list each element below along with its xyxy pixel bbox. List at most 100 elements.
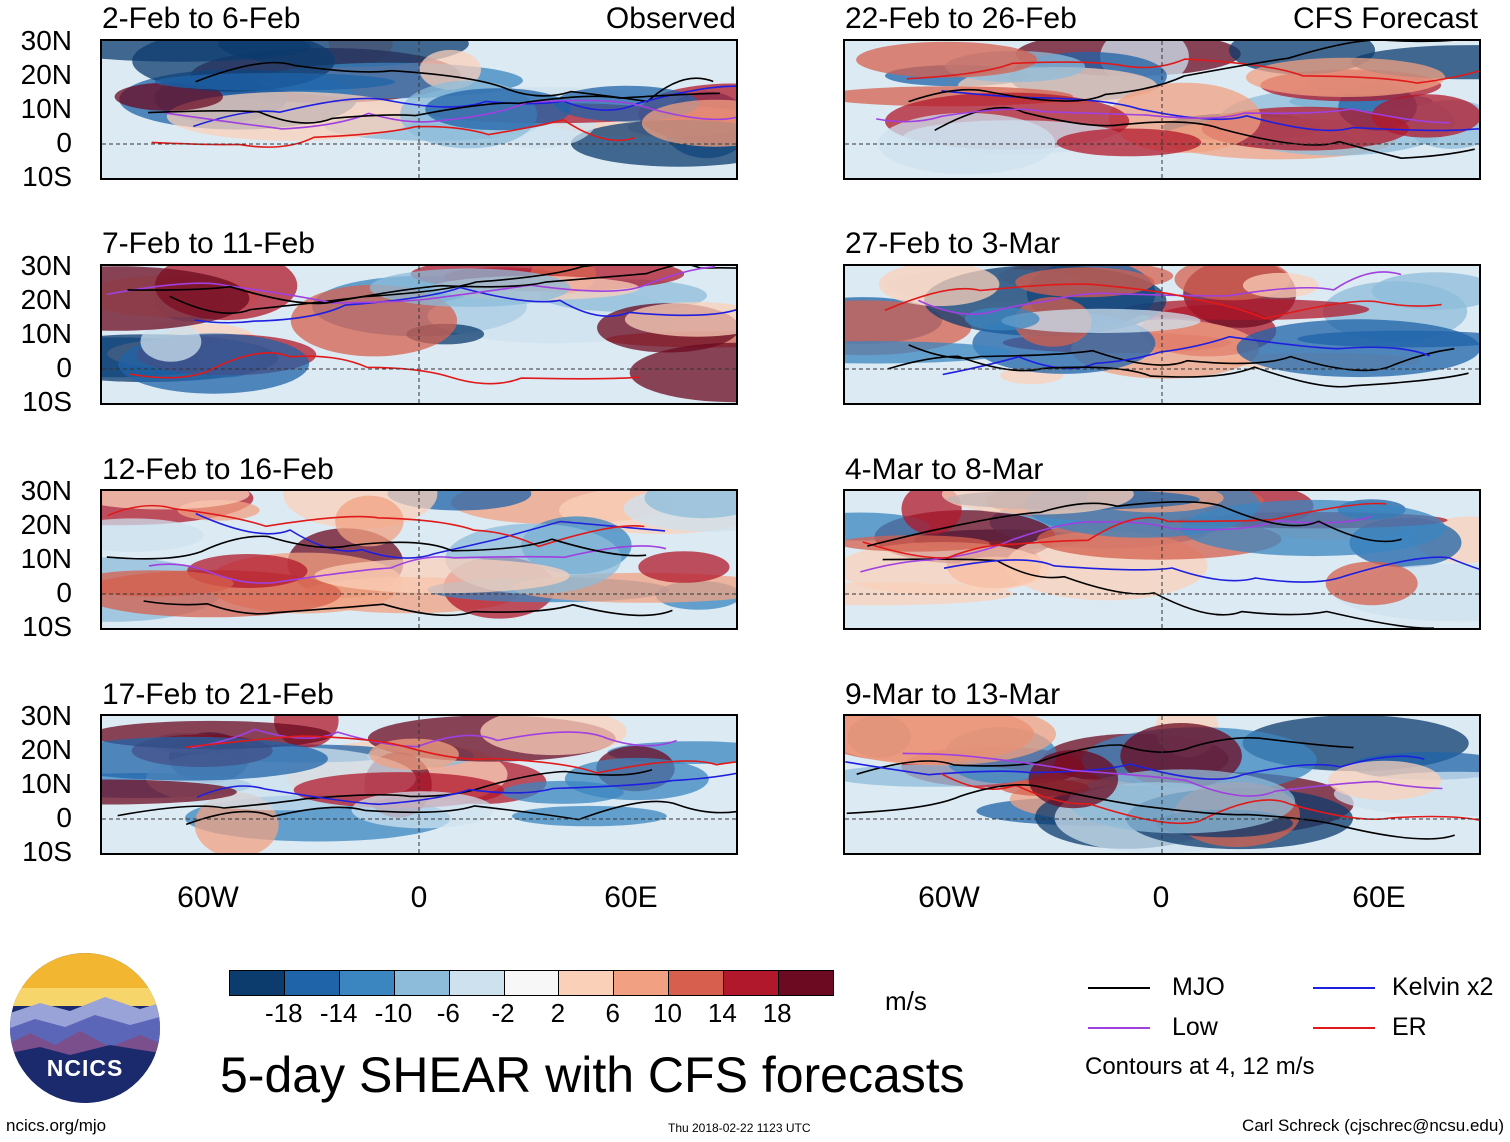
contour-line <box>943 556 1479 583</box>
forecast-header: CFS Forecast <box>1292 2 1478 35</box>
contour-line <box>845 755 1425 781</box>
legend-label-mjo: MJO <box>1172 973 1225 1001</box>
colorbar-swatch <box>448 971 504 995</box>
shear-anomaly-blob <box>102 570 234 597</box>
contour-line <box>143 600 673 617</box>
colorbar-swatch <box>613 971 669 995</box>
panel-title-obs-4: 17-Feb to 21-Feb <box>102 678 334 711</box>
colorbar-swatch <box>778 971 833 995</box>
lon-label-0-right: 0 <box>1152 881 1170 914</box>
colorbar-swatch <box>668 971 724 995</box>
lat-label: 0 <box>56 352 72 383</box>
legend-line-er <box>1313 1027 1375 1029</box>
colorbar <box>229 970 834 996</box>
shear-anomaly-blob <box>1015 267 1155 298</box>
contour-line <box>908 41 1454 103</box>
lat-label: 10N <box>20 318 72 349</box>
contour-line <box>934 106 1475 160</box>
contour-line <box>164 99 736 130</box>
lat-label: 30N <box>20 700 72 731</box>
shear-anomaly-blob <box>641 99 736 147</box>
contour-line <box>940 772 1479 825</box>
contour-line <box>106 266 716 304</box>
shear-anomaly-blob <box>154 73 395 91</box>
colorbar-swatch <box>723 971 779 995</box>
contour-line <box>942 335 1431 376</box>
shear-field <box>102 491 736 628</box>
shear-anomaly-blob <box>941 491 1134 515</box>
shear-anomaly-blob <box>564 757 709 801</box>
shear-anomaly-blob <box>314 558 570 594</box>
shear-anomaly-blob <box>102 518 204 552</box>
shear-anomaly-blob <box>1068 769 1296 834</box>
shear-anomaly-blob <box>845 716 1056 766</box>
shear-anomaly-blob <box>480 716 627 756</box>
lat-label: 10S <box>22 611 72 642</box>
shear-anomaly-blob <box>1028 750 1119 809</box>
shear-anomaly-blob <box>1328 760 1441 801</box>
lon-label-60e-right: 60E <box>1352 881 1406 914</box>
shear-field <box>102 41 736 178</box>
lat-label: 10S <box>22 161 72 192</box>
contour-line <box>862 502 1387 559</box>
colorbar-tick-label: -14 <box>319 998 358 1028</box>
shear-anomaly-blob <box>419 49 481 90</box>
contour-line <box>107 504 645 548</box>
observed-header: Observed <box>605 2 736 35</box>
contour-line <box>194 286 736 324</box>
footer-right: Carl Schreck (cjschrec@ncsu.edu) <box>1242 1116 1504 1135</box>
contour-line <box>129 352 640 385</box>
lon-label-60w-left: 60W <box>177 881 239 914</box>
contour-line <box>117 769 653 817</box>
legend-label-kelvin: Kelvin x2 <box>1392 973 1494 1001</box>
colorbar-tick-label: 6 <box>605 998 620 1028</box>
colorbar-swatch <box>283 971 339 995</box>
shear-anomaly-blob <box>878 266 1000 306</box>
contour-line <box>902 752 1443 797</box>
contour-line <box>887 355 1469 388</box>
legend-line-kelvin <box>1313 987 1375 989</box>
map-panel-fc-2 <box>843 264 1481 405</box>
map-panel-obs-3 <box>100 489 738 630</box>
contour-line <box>195 512 666 559</box>
shear-field <box>845 491 1479 628</box>
map-panel-fc-1 <box>843 39 1481 180</box>
colorbar-tick-label: -10 <box>374 998 413 1028</box>
shear-anomaly-blob <box>901 491 962 535</box>
map-panel-obs-4 <box>100 714 738 855</box>
contour-line <box>876 108 1451 124</box>
lat-label: 30N <box>20 25 72 56</box>
shear-field <box>845 716 1479 853</box>
contour-line <box>185 735 736 774</box>
main-title: 5-day SHEAR with CFS forecasts <box>220 1047 965 1103</box>
shear-anomaly-blob <box>624 302 736 337</box>
footer-left: ncics.org/mjo <box>6 1116 107 1135</box>
footer-center: Thu 2018-02-22 1123 UTC <box>668 1121 811 1135</box>
shear-anomaly-blob <box>856 41 1038 78</box>
contour-line <box>148 92 720 124</box>
contour-line <box>941 90 1479 132</box>
colorbar-tick-label: -18 <box>265 998 303 1028</box>
lat-label: 0 <box>56 127 72 158</box>
shear-field <box>102 716 736 853</box>
logo-text: NCICS <box>46 1055 124 1081</box>
panel-title-obs-3: 12-Feb to 16-Feb <box>102 453 334 486</box>
shear-anomaly-blob <box>1001 308 1201 333</box>
legend-line-low <box>1088 1027 1150 1029</box>
contour-line <box>846 784 1455 840</box>
shear-anomaly-blob <box>102 736 328 781</box>
contour-line <box>908 344 1455 372</box>
shear-anomaly-blob <box>1371 94 1479 138</box>
contour-line <box>151 118 636 148</box>
shear-field <box>845 41 1479 178</box>
map-panel-fc-4 <box>843 714 1481 855</box>
contour-line <box>906 58 1479 84</box>
lat-label: 10N <box>20 93 72 124</box>
lon-label-60w-right: 60W <box>918 881 980 914</box>
contour-line <box>193 85 736 128</box>
shear-anomaly-blob <box>114 82 223 111</box>
shear-anomaly-blob <box>351 791 494 829</box>
colorbar-swatch <box>503 971 559 995</box>
panel-title-fc-3: 4-Mar to 8-Mar <box>845 453 1044 486</box>
contour-line <box>190 728 677 749</box>
